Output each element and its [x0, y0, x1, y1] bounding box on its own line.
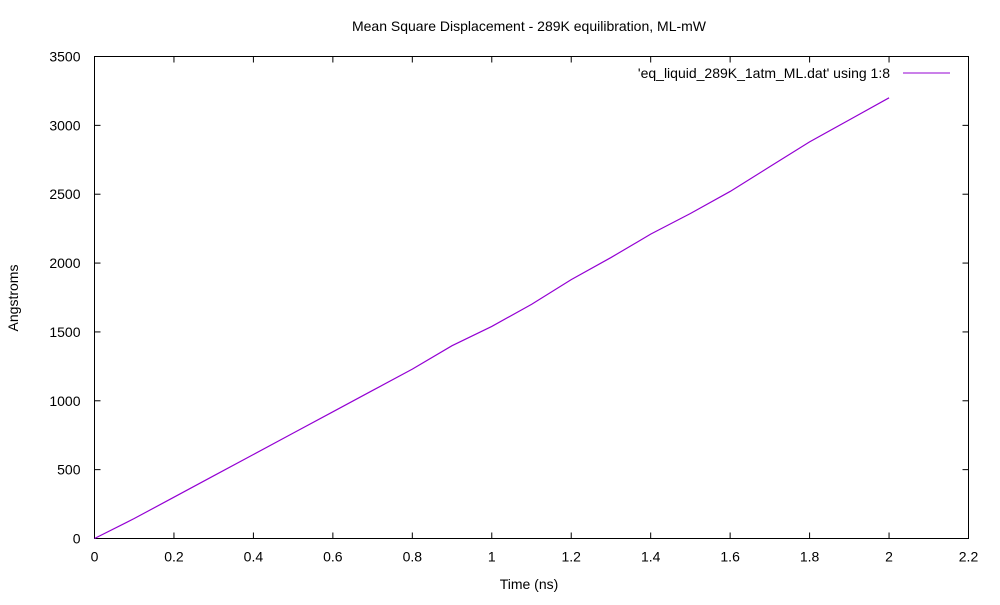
legend: 'eq_liquid_289K_1atm_ML.dat' using 1:8: [638, 65, 950, 81]
x-tick-label: 1.4: [641, 549, 661, 565]
y-tick-label: 2000: [49, 255, 80, 271]
y-tick-label: 1500: [49, 324, 80, 340]
y-tick-label: 3000: [49, 117, 80, 133]
x-tick-label: 2.2: [959, 549, 979, 565]
y-axis: 0 500 1000 1500 2000 2500 3000 3500: [49, 49, 969, 547]
x-tick-label: 0.6: [323, 549, 343, 565]
y-tick-label: 3500: [49, 49, 80, 65]
x-axis: 0 0.2 0.4 0.6 0.8 1 1.2 1.4 1.6 1.8 2 2.2: [91, 56, 979, 565]
x-tick-label: 0.2: [164, 549, 184, 565]
x-tick-label: 1.2: [561, 549, 581, 565]
x-tick-label: 2: [885, 549, 893, 565]
y-tick-label: 500: [57, 462, 81, 478]
y-tick-label: 1000: [49, 393, 80, 409]
x-tick-label: 0.8: [403, 549, 423, 565]
plot-frame: [94, 56, 969, 539]
x-tick-label: 0.4: [244, 549, 264, 565]
legend-label: 'eq_liquid_289K_1atm_ML.dat' using 1:8: [638, 65, 890, 81]
y-tick-label: 2500: [49, 186, 80, 202]
x-tick-label: 1.8: [800, 549, 820, 565]
series-layer: [94, 97, 890, 540]
y-axis-label: Angstroms: [5, 265, 21, 332]
x-tick-label: 1.6: [720, 549, 740, 565]
x-tick-label: 1: [488, 549, 496, 565]
x-axis-label: Time (ns): [500, 576, 559, 592]
chart-title: Mean Square Displacement - 289K equilibr…: [352, 18, 707, 34]
x-tick-label: 0: [91, 549, 99, 565]
series-line: [94, 97, 890, 540]
y-tick-label: 0: [73, 531, 81, 547]
